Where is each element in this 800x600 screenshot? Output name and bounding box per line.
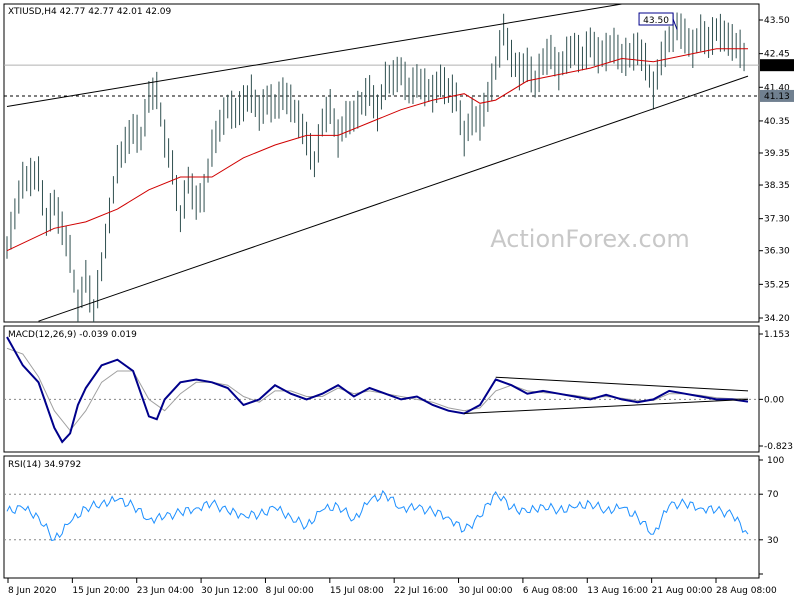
price-title: XTIUSD,H4 42.77 42.77 42.01 42.09: [8, 7, 172, 17]
x-tick-label: 15 Jun 20:00: [72, 586, 129, 596]
x-tick-label: 6 Aug 08:00: [523, 586, 578, 596]
macd-y-tick-label: -0.823: [764, 442, 793, 452]
x-tick-label: 22 Jul 16:00: [394, 586, 448, 596]
price-y-tick-label: 34.20: [764, 314, 790, 324]
price-y-tick-label: 41.40: [764, 83, 790, 93]
rsi-y-tick-label: 100: [767, 456, 784, 466]
x-tick-label: 8 Jun 2020: [8, 586, 57, 596]
price-y-tick-label: 42.45: [764, 50, 790, 60]
high-marker-tick: [672, 18, 678, 30]
macd-y-tick-label: 0.00: [764, 395, 784, 405]
rsi-title: RSI(14) 34.9792: [8, 460, 81, 470]
x-tick-label: 8 Jul 00:00: [265, 586, 314, 596]
rsi-line: [6, 489, 749, 542]
high-marker-label: 43.50: [643, 16, 669, 26]
x-tick-label: 30 Jul 00:00: [459, 586, 513, 596]
macd-signal-line: [6, 347, 749, 432]
channel-upper-line: [6, 4, 622, 107]
price-panel-frame: [3, 3, 760, 323]
macd-layer: 1.153 0.00 -0.823: [4, 330, 793, 452]
x-tick-label: 30 Jun 12:00: [201, 586, 258, 596]
macd-triangle-upper: [495, 376, 749, 392]
macd-title: MACD(12,26,9) -0.039 0.019: [8, 330, 137, 340]
macd-main-line: [6, 336, 749, 444]
macd-plot: [4, 336, 759, 444]
x-tick-label: 13 Aug 16:00: [587, 586, 648, 596]
x-tick-label: 15 Jul 08:00: [330, 586, 384, 596]
macd-panel-frame: [3, 325, 760, 453]
rsi-plot: [4, 489, 759, 542]
x-tick-label: 28 Aug 08:00: [716, 586, 777, 596]
channel-lower-line: [38, 75, 749, 322]
price-layer: 43.50 43.50 42.45 41.40 40.35 39.35 38.35 37.30…: [4, 4, 794, 324]
level-price-box: [760, 89, 794, 102]
price-y-tick-label: 39.35: [764, 149, 790, 159]
price-plot: [4, 4, 759, 322]
moving-average-line: [6, 48, 748, 252]
last-price-box: [760, 59, 794, 72]
rsi-panel-frame: [3, 455, 760, 579]
macd-triangle-lower: [464, 398, 749, 414]
rsi-layer: 100 70 30: [4, 456, 784, 575]
last-price-label: 42.09: [764, 61, 790, 71]
price-y-tick-label: 37.30: [764, 215, 790, 225]
x-tick-label: 23 Jun 04:00: [137, 586, 194, 596]
price-y-tick-label: 35.25: [764, 280, 790, 290]
rsi-y-tick-label: 30: [767, 536, 779, 546]
macd-y-tick-label: 1.153: [764, 330, 790, 340]
x-tick-label: 21 Aug 00:00: [652, 586, 713, 596]
price-y-tick-label: 43.50: [764, 16, 790, 26]
price-y-tick-label: 36.30: [764, 247, 790, 257]
level-price-label: 41.13: [764, 92, 790, 102]
watermark: ActionForex.com: [490, 225, 690, 253]
x-axis: 8 Jun 2020 15 Jun 20:00 23 Jun 04:00 30 Jun…: [7, 578, 777, 596]
rsi-y-tick-label: 70: [767, 490, 779, 500]
price-y-tick-label: 38.35: [764, 181, 790, 191]
price-y-tick-label: 40.35: [764, 117, 790, 127]
